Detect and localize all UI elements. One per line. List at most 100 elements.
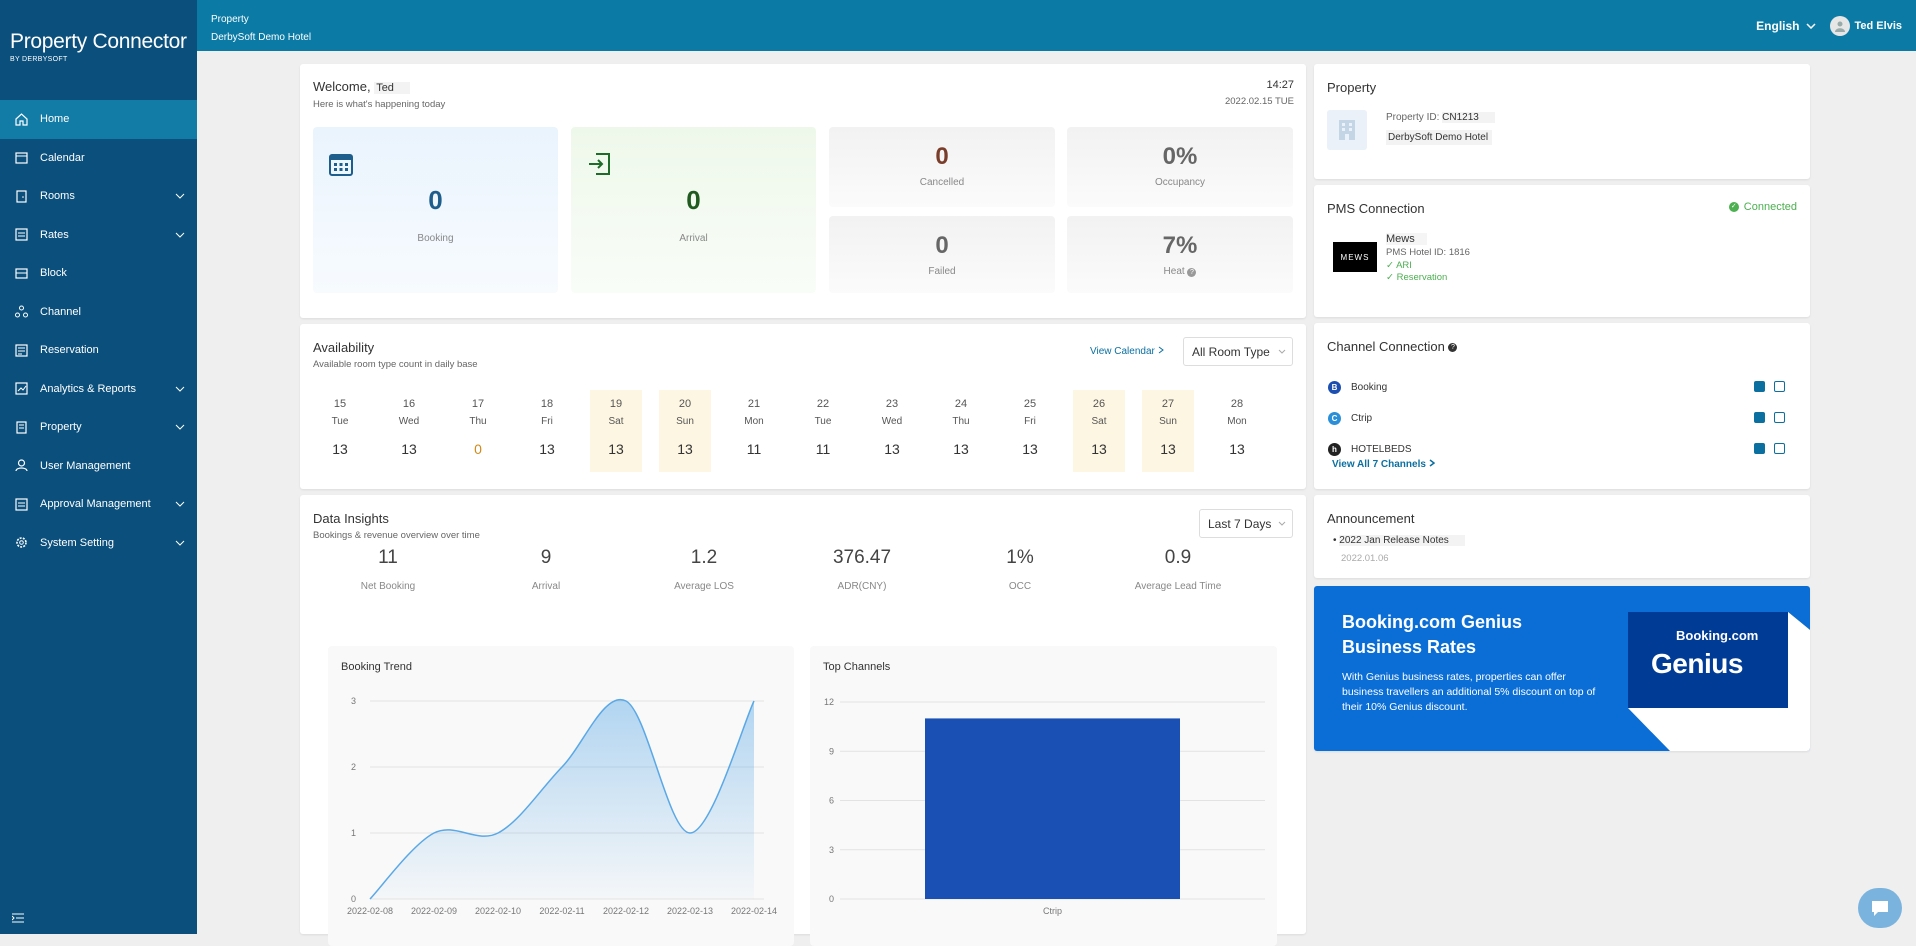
ari-label: ARI: [1396, 260, 1412, 271]
checklist-icon[interactable]: [1774, 443, 1785, 454]
sidebar-item-calendar[interactable]: Calendar: [0, 139, 197, 178]
chevron-down-icon: [1278, 521, 1286, 526]
language-label: English: [1756, 18, 1800, 33]
sidebar-item-label: Reservation: [40, 344, 99, 357]
door-icon: [14, 189, 28, 203]
channel-row[interactable]: B Booking: [1328, 380, 1796, 394]
arrival-label: Arrival: [679, 233, 708, 244]
sidebar-item-home[interactable]: Home: [0, 100, 197, 139]
calendar-icon[interactable]: [1754, 443, 1765, 454]
chevron-down-icon: [175, 537, 185, 549]
availability-day[interactable]: 22 Tue 11: [797, 390, 849, 472]
pms-name: Mews: [1386, 233, 1427, 245]
sidebar-item-system-setting[interactable]: System Setting: [0, 524, 197, 563]
welcome-subtitle: Here is what's happening today: [313, 99, 446, 110]
availability-day[interactable]: 17 Thu 0: [452, 390, 504, 472]
day-number: 16: [402, 398, 416, 410]
channel-row[interactable]: C Ctrip: [1328, 411, 1796, 425]
sidebar-item-user-management[interactable]: User Management: [0, 447, 197, 486]
sidebar-item-rates[interactable]: Rates: [0, 216, 197, 255]
view-calendar-link[interactable]: View Calendar: [1090, 346, 1164, 357]
insight-metric: 1.2 Average LOS: [639, 547, 769, 592]
announcement-item-label: 2022 Jan Release Notes: [1339, 535, 1465, 546]
availability-day[interactable]: 27 Sun 13: [1142, 390, 1194, 472]
chat-icon[interactable]: [1858, 888, 1902, 928]
sidebar-item-reservation[interactable]: Reservation: [0, 331, 197, 370]
heat-value: 7%: [1162, 232, 1198, 259]
availability-day[interactable]: 21 Mon 11: [728, 390, 780, 472]
availability-subtitle: Available room type count in daily base: [313, 359, 478, 370]
occupancy-label: Occupancy: [1154, 177, 1206, 188]
rates-icon: [14, 228, 28, 242]
availability-day[interactable]: 15 Tue 13: [314, 390, 366, 472]
arrival-kpi[interactable]: 0 Arrival: [571, 127, 816, 293]
sidebar-item-analytics[interactable]: Analytics & Reports: [0, 370, 197, 409]
availability-day[interactable]: 23 Wed 13: [866, 390, 918, 472]
chart-title: Top Channels: [823, 661, 891, 673]
current-date: 2022.02.15 TUE: [1224, 96, 1294, 107]
availability-day[interactable]: 19 Sat 13: [590, 390, 642, 472]
available-count: 11: [746, 441, 762, 457]
help-icon[interactable]: ?: [1448, 343, 1458, 353]
check-icon: ✓: [1386, 260, 1397, 271]
availability-day[interactable]: 16 Wed 13: [383, 390, 435, 472]
available-count: 13: [401, 441, 417, 457]
language-selector[interactable]: English: [1756, 18, 1816, 33]
announcement-item[interactable]: • 2022 Jan Release Notes: [1333, 535, 1465, 546]
x-tick-label: 2022-02-14: [731, 906, 777, 916]
calendar-icon[interactable]: [1754, 381, 1765, 392]
heat-kpi[interactable]: 7% Heat ?: [1067, 216, 1293, 293]
weekday: Mon: [744, 416, 764, 427]
availability-day[interactable]: 28 Mon 13: [1211, 390, 1263, 472]
top-channels-svg: 0 3 6 9 12 Ctrip: [824, 697, 1265, 916]
weekday: Sun: [1159, 416, 1177, 427]
channel-row[interactable]: h HOTELBEDS: [1328, 442, 1796, 456]
avatar[interactable]: [1829, 15, 1850, 36]
collapse-menu-icon[interactable]: [11, 910, 24, 928]
sidebar-item-block[interactable]: Block: [0, 254, 197, 293]
y-tick-label: 3: [829, 845, 834, 855]
status-label: Connected: [1743, 201, 1797, 213]
available-count: 13: [677, 441, 693, 457]
insight-metric: 0.9 Average Lead Time: [1113, 547, 1243, 592]
app-subtitle: BY DERBYSOFT: [10, 56, 68, 63]
chevron-down-icon: [175, 190, 185, 202]
date-range-select[interactable]: Last 7 Days: [1199, 509, 1293, 538]
availability-day[interactable]: 26 Sat 13: [1073, 390, 1125, 472]
date-range-value: Last 7 Days: [1208, 516, 1272, 531]
available-count: 13: [1160, 441, 1176, 457]
room-type-value: All Room Type: [1192, 344, 1270, 359]
channel-name: Booking: [1351, 381, 1388, 393]
calendar-icon[interactable]: [1754, 412, 1765, 423]
sidebar-item-channel[interactable]: Channel: [0, 293, 197, 332]
sidebar-item-property[interactable]: Property: [0, 408, 197, 447]
sidebar-item-rooms[interactable]: Rooms: [0, 177, 197, 216]
insight-metric: 11 Net Booking: [323, 547, 453, 592]
availability-day[interactable]: 25 Fri 13: [1004, 390, 1056, 472]
cancelled-kpi[interactable]: 0 Cancelled: [829, 127, 1055, 207]
availability-day[interactable]: 24 Thu 13: [935, 390, 987, 472]
property-selector[interactable]: Property DerbySoft Demo Hotel: [211, 11, 311, 47]
day-number: 17: [471, 398, 485, 410]
booking-count: 0: [428, 185, 443, 215]
booking-kpi[interactable]: 0 Booking: [313, 127, 558, 293]
mews-logo: MEWS: [1333, 242, 1377, 272]
x-tick-label: 2022-02-08: [347, 906, 393, 916]
occupancy-kpi[interactable]: 0% Occupancy: [1067, 127, 1293, 207]
bar[interactable]: [925, 718, 1180, 899]
help-icon[interactable]: ?: [1187, 268, 1197, 277]
app-logo[interactable]: Property Connector BY DERBYSOFT: [0, 0, 197, 100]
sidebar-item-approval[interactable]: Approval Management: [0, 485, 197, 524]
genius-promo-banner[interactable]: Booking.com Genius Business Rates With Ge…: [1314, 586, 1810, 751]
availability-day[interactable]: 18 Fri 13: [521, 390, 573, 472]
day-number: 25: [1023, 398, 1037, 410]
user-name[interactable]: Ted Elvis: [1854, 19, 1902, 32]
sidebar-item-label: Calendar: [40, 151, 85, 164]
checklist-icon[interactable]: [1774, 412, 1785, 423]
room-type-select[interactable]: All Room Type: [1183, 337, 1293, 366]
checklist-icon[interactable]: [1774, 381, 1785, 392]
chevron-down-icon: [175, 421, 185, 433]
view-all-channels-link[interactable]: View All 7 Channels: [1332, 459, 1435, 470]
failed-kpi[interactable]: 0 Failed: [829, 216, 1055, 293]
availability-day[interactable]: 20 Sun 13: [659, 390, 711, 472]
